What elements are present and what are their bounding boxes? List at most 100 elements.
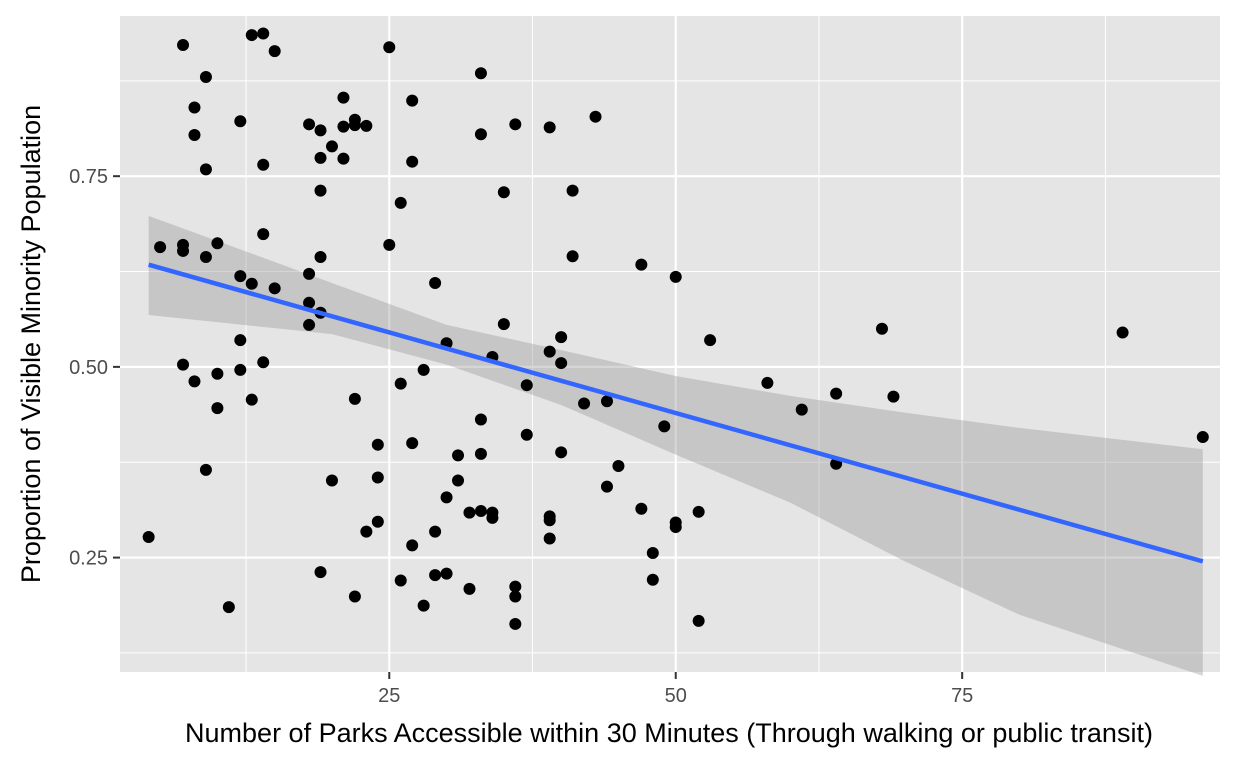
data-point	[394, 196, 407, 209]
data-point	[486, 511, 499, 524]
data-point	[635, 258, 648, 271]
data-point	[406, 155, 419, 168]
data-point	[474, 67, 487, 80]
data-point	[383, 41, 396, 54]
y-axis-title: Proportion of Visible Minority Populatio…	[16, 105, 46, 583]
data-point	[154, 241, 167, 254]
data-point	[555, 446, 568, 459]
data-point	[383, 238, 396, 251]
data-point	[268, 45, 281, 58]
data-point	[199, 71, 212, 84]
data-point	[452, 474, 465, 487]
data-point	[371, 515, 384, 528]
data-point	[669, 270, 682, 283]
data-point	[188, 128, 201, 141]
data-point	[142, 530, 155, 543]
data-point	[429, 569, 442, 582]
data-point	[761, 376, 774, 389]
data-point	[543, 514, 556, 527]
data-point	[177, 244, 190, 257]
x-axis-title: Number of Parks Accessible within 30 Min…	[185, 718, 1153, 748]
data-point	[417, 599, 430, 612]
data-point	[463, 582, 476, 595]
data-point	[303, 267, 316, 280]
data-point	[337, 91, 350, 104]
data-point	[177, 38, 190, 51]
data-point	[406, 539, 419, 552]
trend-line	[148, 262, 1204, 564]
major-gridlines	[120, 16, 1220, 672]
data-point	[348, 119, 361, 132]
data-point	[303, 318, 316, 331]
data-point	[222, 601, 235, 614]
data-point	[394, 574, 407, 587]
data-point	[245, 393, 258, 406]
data-point	[188, 375, 201, 388]
data-point	[646, 573, 659, 586]
data-point	[245, 277, 258, 290]
data-point	[830, 387, 843, 400]
data-point	[360, 525, 373, 538]
data-point	[578, 397, 591, 410]
data-point	[234, 363, 247, 376]
data-point	[348, 590, 361, 603]
data-point	[635, 502, 648, 515]
data-point	[429, 525, 442, 538]
data-point	[406, 94, 419, 107]
data-point	[406, 437, 419, 450]
y-tick-label: 0.50	[69, 357, 108, 379]
data-point	[348, 392, 361, 405]
data-point	[875, 322, 888, 335]
data-point	[566, 250, 579, 263]
data-point	[692, 505, 705, 518]
data-point	[234, 115, 247, 128]
data-point	[314, 151, 327, 164]
data-point	[394, 377, 407, 390]
data-point	[245, 29, 258, 42]
data-point	[1196, 431, 1209, 444]
data-point	[303, 296, 316, 309]
data-point	[211, 237, 224, 250]
data-point	[314, 566, 327, 579]
y-tick-label: 0.25	[69, 548, 108, 570]
data-point	[257, 158, 270, 171]
data-point	[199, 163, 212, 176]
data-point	[234, 334, 247, 347]
data-point	[704, 334, 717, 347]
data-point	[509, 590, 522, 603]
data-point	[325, 474, 338, 487]
data-point	[600, 395, 613, 408]
data-point	[509, 617, 522, 630]
data-point	[497, 318, 510, 331]
data-point	[520, 379, 533, 392]
x-axis-ticks: 25 50 75	[378, 672, 973, 707]
data-point	[555, 357, 568, 370]
data-point	[440, 567, 453, 580]
data-point	[474, 505, 487, 518]
data-point	[509, 118, 522, 131]
data-point	[497, 186, 510, 199]
data-point	[474, 413, 487, 426]
data-point	[314, 184, 327, 197]
data-point	[646, 547, 659, 560]
minor-gridlines	[120, 16, 1220, 672]
data-point	[429, 276, 442, 289]
data-point	[325, 140, 338, 153]
data-point	[211, 367, 224, 380]
data-point	[463, 506, 476, 519]
data-point	[337, 120, 350, 133]
data-point	[314, 251, 327, 264]
data-point	[199, 251, 212, 264]
data-point	[188, 101, 201, 114]
data-point	[452, 449, 465, 462]
data-point	[795, 403, 808, 416]
data-point	[566, 184, 579, 197]
data-point	[211, 402, 224, 415]
data-point	[887, 390, 900, 403]
data-point	[520, 428, 533, 441]
y-tick-label: 0.75	[69, 166, 108, 188]
data-point	[337, 152, 350, 165]
data-point	[474, 447, 487, 460]
data-point	[692, 614, 705, 627]
